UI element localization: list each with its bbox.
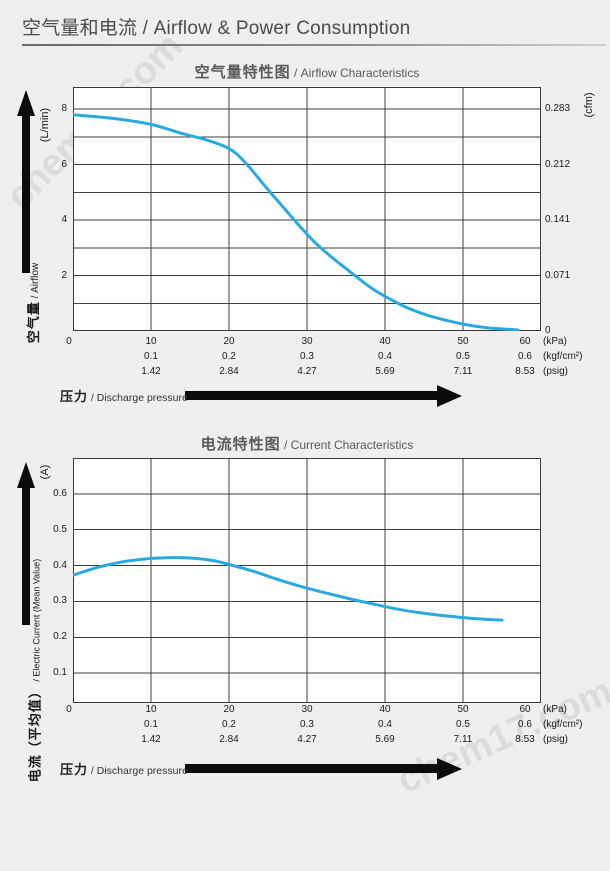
current-chart-title-zh: 电流特性图 [200,436,281,453]
current-x-tick-5.69: 5.69 [375,734,395,745]
airflow-x-tick-4.27: 4.27 [297,366,317,377]
current-chart-title-en: / Current Characteristics [280,438,414,452]
airflow-chart-title-zh: 空气量特性图 [194,64,291,81]
airflow-y-tick-8: 8 [61,103,67,115]
airflow-x-tick-0.3: 0.3 [300,351,314,362]
airflow-x-tick-0.1: 0.1 [144,351,158,362]
pressure-label-zh: 压力 [60,762,89,777]
current-x-tick-0: 0 [66,704,72,715]
airflow-x-tick-0: 0 [66,336,72,347]
airflow-y-right-tick-0.283: 0.283 [545,103,571,115]
airflow-y-unit-right: (cfm) [583,92,595,118]
airflow-x-tick-8.53: 8.53 [515,366,535,377]
current-y-tick-0.1: 0.1 [53,667,67,679]
current-y-tick-0.5: 0.5 [53,523,67,535]
airflow-y-right-tick-0.141: 0.141 [545,214,571,226]
current-y-tick-0.3: 0.3 [53,595,67,607]
current-x-tick-0.2: 0.2 [222,719,236,730]
airflow-x-tick-0.2: 0.2 [222,351,236,362]
current-x-tick-1.42: 1.42 [141,734,161,745]
discharge-pressure-label: 压力 / Discharge pressure [60,386,188,406]
current-x-tick-0.1: 0.1 [144,719,158,730]
current-y-label-en: / Electric Current (Mean Value) [31,558,42,685]
current-x-tick-7.11: 7.11 [453,734,473,745]
current-x-unit-(kgf/cm²): (kgf/cm²) [543,719,583,730]
current-x-tick-0.5: 0.5 [456,719,470,730]
airflow-x-tick-5.69: 5.69 [375,366,395,377]
airflow-x-tick-60: 60 [519,336,531,347]
current-y-tick-0.2: 0.2 [53,631,67,643]
y-axis-up-arrow-icon [22,486,30,625]
pressure-label-en: / Discharge pressure [88,765,188,777]
airflow-y-tick-2: 2 [61,269,67,281]
electric-current-curve [73,556,504,622]
pressure-right-arrow-icon [185,764,437,773]
current-y-label-zh: 电流（平均值） [27,684,43,783]
current-y-tick-0.4: 0.4 [53,559,67,571]
y-axis-up-arrow-icon [17,90,35,116]
airflow-x-tick-7.11: 7.11 [453,366,473,377]
pressure-right-arrow-icon [437,385,462,407]
current-x-tick-30: 30 [301,704,313,715]
airflow-y-right-tick-0.212: 0.212 [545,158,571,170]
airflow-chart-title: 空气量特性图 / Airflow Characteristics [73,61,541,82]
pressure-label-en: / Discharge pressure [88,392,188,404]
airflow-x-tick-1.42: 1.42 [141,366,161,377]
airflow-x-tick-0.6: 0.6 [518,351,532,362]
pressure-right-arrow-icon [437,758,462,780]
y-axis-up-arrow-icon [17,462,35,488]
current-x-tick-60: 60 [519,704,531,715]
airflow-plot-area [73,87,541,331]
current-x-tick-10: 10 [145,704,157,715]
airflow-y-tick-4: 4 [61,214,67,226]
airflow-x-tick-50: 50 [457,336,469,347]
airflow-x-tick-20: 20 [223,336,235,347]
airflow-x-tick-10: 10 [145,336,157,347]
airflow-x-tick-30: 30 [301,336,313,347]
airflow-y-right-tick-0.071: 0.071 [545,269,571,281]
current-x-unit-(kPa): (kPa) [543,704,567,715]
airflow-y-tick-6: 6 [61,158,67,170]
current-x-tick-0.3: 0.3 [300,719,314,730]
current-x-tick-50: 50 [457,704,469,715]
current-chart-title: 电流特性图 / Current Characteristics [73,433,541,454]
current-x-tick-20: 20 [223,704,235,715]
current-plot-area [73,458,541,703]
airflow-x-tick-2.84: 2.84 [219,366,239,377]
plot-grid [73,458,541,703]
page-title: 空气量和电流 / Airflow & Power Consumption [22,18,411,39]
airflow-chart-title-en: / Airflow Characteristics [290,66,420,80]
current-x-tick-40: 40 [379,704,391,715]
airflow-x-tick-40: 40 [379,336,391,347]
current-x-tick-0.4: 0.4 [378,719,392,730]
current-y-tick-0.6: 0.6 [53,487,67,499]
airflow-x-unit-(psig): (psig) [543,366,569,377]
y-axis-up-arrow-icon [22,114,30,273]
pressure-label-zh: 压力 [60,389,89,404]
airflow-x-unit-(kPa): (kPa) [543,336,567,347]
airflow-x-unit-(kgf/cm²): (kgf/cm²) [543,351,583,362]
airflow-curve [73,113,520,331]
current-x-tick-0.6: 0.6 [518,719,532,730]
current-x-tick-8.53: 8.53 [515,734,535,745]
airflow-x-tick-0.4: 0.4 [378,351,392,362]
discharge-pressure-label: 压力 / Discharge pressure [60,759,188,779]
airflow-x-tick-0.5: 0.5 [456,351,470,362]
current-x-tick-2.84: 2.84 [219,734,239,745]
header-rule [22,44,606,46]
current-x-tick-4.27: 4.27 [297,734,317,745]
airflow-y-right-tick-0: 0 [545,325,551,336]
plot-grid [73,87,541,331]
pressure-right-arrow-icon [185,391,437,400]
current-x-unit-(psig): (psig) [543,734,569,745]
